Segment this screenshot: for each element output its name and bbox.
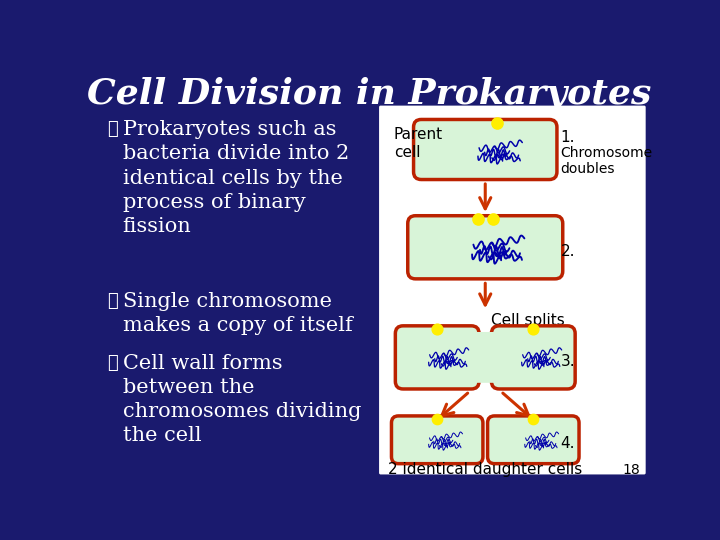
FancyBboxPatch shape — [395, 326, 479, 389]
Point — [528, 325, 539, 333]
Text: 18: 18 — [623, 463, 640, 477]
FancyBboxPatch shape — [487, 416, 579, 464]
FancyBboxPatch shape — [413, 119, 557, 179]
Text: Chromosome
doubles: Chromosome doubles — [560, 146, 652, 176]
Text: 2 identical daughter cells: 2 identical daughter cells — [388, 462, 582, 477]
Text: ✓: ✓ — [107, 354, 118, 372]
Text: Cell wall forms
between the
chromosomes dividing
the cell: Cell wall forms between the chromosomes … — [122, 354, 361, 445]
Text: ✓: ✓ — [107, 120, 118, 138]
Point — [491, 118, 503, 127]
FancyBboxPatch shape — [379, 106, 646, 475]
Text: ✓: ✓ — [107, 292, 118, 310]
Text: Cell splits: Cell splits — [492, 313, 565, 328]
Text: Cell Division in Prokaryotes: Cell Division in Prokaryotes — [87, 77, 651, 111]
Point — [528, 415, 539, 423]
FancyBboxPatch shape — [492, 326, 575, 389]
FancyBboxPatch shape — [408, 215, 563, 279]
Text: 1.: 1. — [560, 131, 575, 145]
Text: 4.: 4. — [560, 436, 575, 451]
Text: 3.: 3. — [560, 354, 575, 369]
Point — [431, 415, 443, 423]
Point — [487, 214, 499, 223]
Point — [472, 214, 483, 223]
Text: Single chromosome
makes a copy of itself: Single chromosome makes a copy of itself — [122, 292, 352, 335]
Text: 2.: 2. — [560, 244, 575, 259]
FancyBboxPatch shape — [392, 416, 483, 464]
Text: Parent
cell: Parent cell — [394, 127, 443, 159]
Point — [431, 325, 443, 333]
FancyBboxPatch shape — [474, 332, 497, 383]
Text: Prokaryotes such as
bacteria divide into 2
identical cells by the
process of bin: Prokaryotes such as bacteria divide into… — [122, 120, 348, 236]
